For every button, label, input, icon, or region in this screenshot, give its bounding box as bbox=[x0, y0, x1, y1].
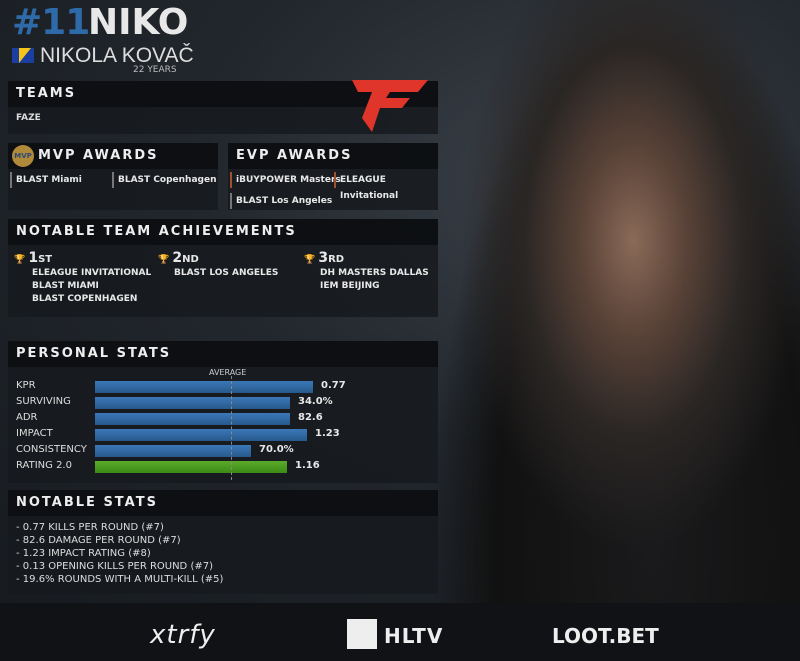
stat-bar bbox=[95, 397, 290, 409]
stat-label: RATING 2.0 bbox=[16, 460, 72, 471]
stat-bar bbox=[95, 413, 290, 425]
achievement-first: 🏆 1ST ELEAGUE INVITATIONAL BLAST MIAMI B… bbox=[14, 250, 152, 306]
player-age: 22 YEARS bbox=[133, 65, 177, 75]
mvp-award: BLAST Miami bbox=[10, 172, 82, 188]
player-nickname: NIKO bbox=[88, 2, 189, 43]
personal-stats-title: PERSONAL STATS bbox=[8, 341, 438, 367]
place-number: 2 bbox=[172, 250, 183, 266]
evp-award: ELEAGUE Invitational bbox=[334, 172, 438, 201]
notable-stat: - 0.13 OPENING KILLS PER ROUND (#7) bbox=[16, 561, 213, 572]
stat-value: 1.23 bbox=[315, 428, 340, 439]
player-real-name: NIKOLA KOVAČ bbox=[40, 44, 194, 67]
stat-bar bbox=[95, 381, 313, 393]
bosnia-flag-icon bbox=[12, 48, 34, 63]
gold-trophy-icon: 🏆 bbox=[14, 255, 26, 265]
stat-label: IMPACT bbox=[16, 428, 53, 439]
notable-stat: - 82.6 DAMAGE PER ROUND (#7) bbox=[16, 535, 181, 546]
notable-stats-panel: NOTABLE STATS - 0.77 KILLS PER ROUND (#7… bbox=[8, 490, 438, 594]
place-suffix: ND bbox=[182, 254, 199, 265]
place-suffix: ST bbox=[38, 254, 53, 265]
stat-value: 70.0% bbox=[259, 444, 294, 455]
mvp-award: BLAST Copenhagen bbox=[112, 172, 217, 188]
hltv-logo: HLTV bbox=[384, 624, 444, 648]
stat-value: 34.0% bbox=[298, 396, 333, 407]
achievement-event: BLAST MIAMI bbox=[32, 281, 99, 291]
evp-panel: EVP AWARDS iBUYPOWER Masters ELEAGUE Inv… bbox=[228, 143, 438, 210]
achievements-title: NOTABLE TEAM ACHIEVEMENTS bbox=[8, 219, 438, 245]
stat-value: 0.77 bbox=[321, 380, 346, 391]
place-suffix: RD bbox=[328, 254, 345, 265]
lootbet-logo: LOOT.BET bbox=[552, 624, 659, 648]
bronze-trophy-icon: 🏆 bbox=[304, 255, 316, 265]
mvp-title: MVP AWARDS bbox=[8, 143, 218, 169]
evp-title: EVP AWARDS bbox=[228, 143, 438, 169]
mvp-panel: MVP AWARDS MVP BLAST Miami BLAST Copenha… bbox=[8, 143, 218, 210]
player-photo bbox=[430, 0, 800, 603]
notable-stat: - 1.23 IMPACT RATING (#8) bbox=[16, 548, 151, 559]
player-number: #11 bbox=[12, 2, 90, 43]
achievements-panel: NOTABLE TEAM ACHIEVEMENTS bbox=[8, 219, 438, 317]
place-number: 3 bbox=[318, 250, 329, 266]
achievement-event: IEM BEIJING bbox=[320, 281, 380, 291]
achievement-third: 🏆 3RD DH MASTERS DALLAS IEM BEIJING bbox=[304, 250, 429, 293]
faze-logo-icon bbox=[352, 80, 428, 132]
silver-trophy-icon: 🏆 bbox=[158, 255, 170, 265]
sponsor-footer bbox=[0, 603, 800, 661]
notable-stat: - 19.6% ROUNDS WITH A MULTI-KILL (#5) bbox=[16, 574, 224, 585]
achievement-event: ELEAGUE INVITATIONAL bbox=[32, 268, 152, 278]
stat-value: 82.6 bbox=[298, 412, 323, 423]
stat-label: KPR bbox=[16, 380, 36, 391]
achievement-event: BLAST LOS ANGELES bbox=[174, 268, 279, 278]
achievement-second: 🏆 2ND BLAST LOS ANGELES bbox=[158, 250, 279, 280]
current-team: FAZE bbox=[16, 113, 41, 123]
stat-value: 1.16 bbox=[295, 460, 320, 471]
achievement-event: DH MASTERS DALLAS bbox=[320, 268, 429, 278]
hltv-logo-icon bbox=[347, 619, 377, 649]
stat-bar bbox=[95, 429, 307, 441]
mvp-badge-icon: MVP bbox=[12, 145, 34, 167]
place-number: 1 bbox=[28, 250, 39, 266]
notable-stat: - 0.77 KILLS PER ROUND (#7) bbox=[16, 522, 164, 533]
average-line bbox=[231, 376, 232, 480]
stat-label: CONSISTENCY bbox=[16, 444, 87, 455]
xtrfy-logo: xtrfy bbox=[150, 620, 216, 650]
stat-label: ADR bbox=[16, 412, 38, 423]
stat-bar bbox=[95, 461, 287, 473]
stat-label: SURVIVING bbox=[16, 396, 71, 407]
achievement-event: BLAST COPENHAGEN bbox=[32, 294, 138, 304]
evp-award: BLAST Los Angeles bbox=[230, 193, 332, 209]
evp-award: iBUYPOWER Masters bbox=[230, 172, 341, 188]
stat-bar bbox=[95, 445, 251, 457]
notable-stats-title: NOTABLE STATS bbox=[8, 490, 438, 516]
average-label: AVERAGE bbox=[209, 368, 247, 377]
personal-stats-panel: PERSONAL STATS bbox=[8, 341, 438, 483]
